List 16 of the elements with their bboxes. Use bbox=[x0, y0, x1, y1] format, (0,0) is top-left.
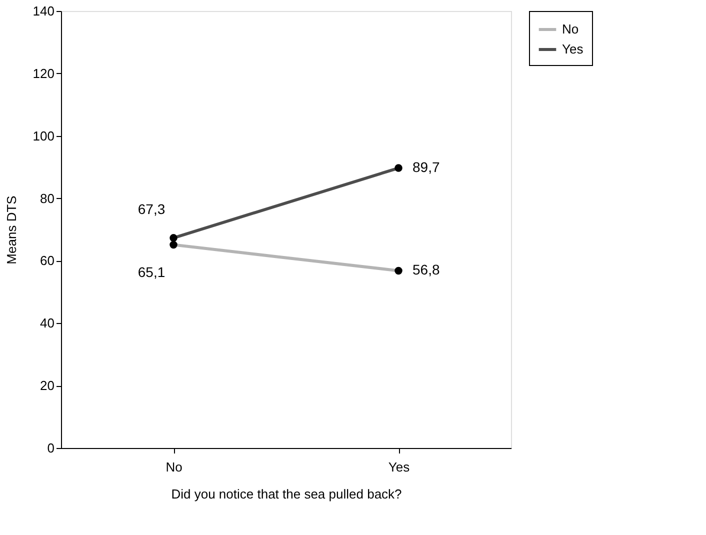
y-tick-label: 0 bbox=[47, 440, 54, 456]
data-label: 67,3 bbox=[138, 200, 166, 217]
x-axis-title: Did you notice that the sea pulled back? bbox=[171, 486, 402, 502]
legend-label: Yes bbox=[562, 42, 584, 56]
data-label: 89,7 bbox=[412, 159, 440, 176]
y-tick-label: 40 bbox=[40, 316, 54, 331]
y-tick-label: 100 bbox=[32, 128, 54, 144]
y-tick-label: 120 bbox=[32, 66, 54, 81]
y-tick-label: 20 bbox=[40, 378, 54, 394]
y-tick-label: 140 bbox=[32, 4, 54, 18]
y-axis-title: Means DTS bbox=[4, 195, 19, 264]
y-tick-label: 80 bbox=[40, 190, 54, 206]
data-label: 56,8 bbox=[412, 262, 440, 278]
data-label: 65,1 bbox=[138, 264, 166, 280]
y-tick-label: 60 bbox=[40, 253, 54, 268]
legend-label: No bbox=[562, 22, 579, 36]
